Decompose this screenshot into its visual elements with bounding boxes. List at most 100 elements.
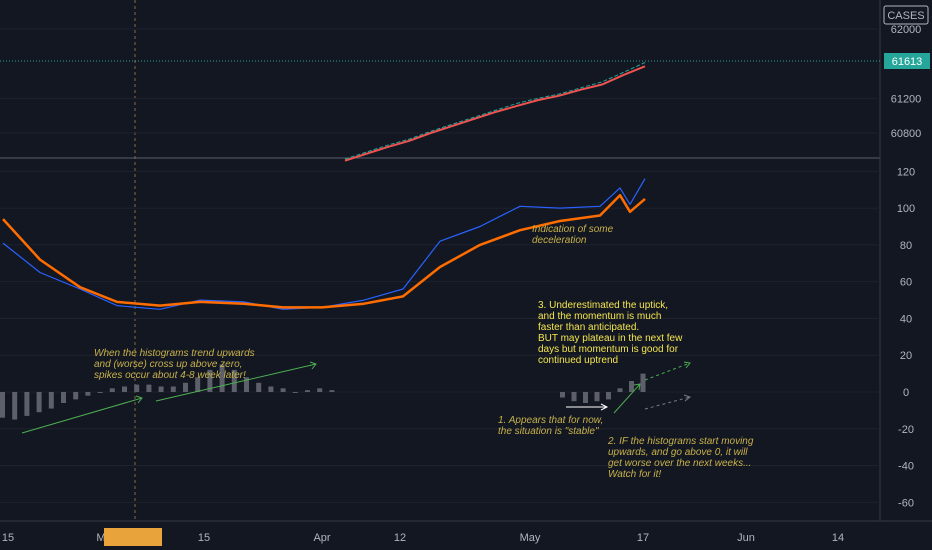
series-line-upper	[344, 62, 646, 160]
symbol-label[interactable]: CASES	[887, 10, 924, 22]
y-tick-label: 62000	[891, 24, 922, 36]
arrow-head	[135, 395, 143, 404]
annotation-uptick: BUT may plateau in the next few	[538, 333, 683, 344]
bottom-price-axis[interactable]: 120 100 80 60 40 20 0 -20 -40 -60	[897, 166, 915, 509]
y-tick-label: 60	[900, 277, 912, 289]
x-tick-label: May	[520, 532, 541, 544]
y-tick-label: 61200	[891, 93, 922, 105]
y-tick-label: -20	[898, 424, 914, 436]
arrow-head	[633, 383, 641, 391]
x-tick-label: 14	[832, 532, 844, 544]
projection-arrow-up	[644, 362, 691, 381]
histogram-bar	[183, 382, 188, 392]
histogram-bar	[256, 382, 262, 392]
histogram-bar	[583, 392, 588, 403]
histogram-bar	[48, 392, 54, 409]
last-value-text: 61613	[892, 56, 923, 68]
x-tick-label: Apr	[313, 532, 330, 544]
arrow-head	[683, 361, 691, 369]
histogram-bar	[317, 388, 323, 392]
y-tick-label: 0	[903, 387, 909, 399]
series-line-main	[344, 65, 646, 162]
annotation-stable: the situation is "stable"	[498, 426, 599, 437]
y-tick-label: 60800	[891, 128, 922, 140]
top-pane-series	[344, 62, 646, 162]
symbol-label-box[interactable]	[883, 5, 929, 25]
x-tick-label: Jun	[737, 532, 755, 544]
annotation-histogram: spikes occur about 4-8 week later!	[94, 370, 246, 381]
bottom-pane-series	[2, 178, 646, 310]
x-tick-label: 15	[2, 532, 14, 544]
arrow-line	[613, 383, 641, 414]
histogram-bar	[329, 390, 335, 392]
arrow-line	[21, 397, 143, 434]
arrow-head	[309, 361, 317, 370]
histogram-bar	[170, 386, 176, 392]
histogram-bar	[231, 369, 237, 392]
histogram-bar	[606, 392, 611, 400]
histogram-bar	[0, 392, 5, 418]
y-tick-label: 20	[900, 350, 912, 362]
histogram-bar	[292, 392, 298, 393]
histogram-bar	[146, 384, 152, 392]
histogram-bar	[594, 392, 600, 402]
last-value-badge	[884, 53, 930, 69]
annotation-watch: upwards, and go above 0, it will	[608, 447, 748, 458]
x-tick-label: 17	[637, 532, 649, 544]
arrow-head	[683, 394, 692, 402]
histogram-bar	[560, 392, 565, 398]
annotation-histogram: and (worse) cross up above zero,	[94, 359, 242, 370]
histogram-bar	[268, 386, 274, 392]
histogram-bar	[109, 388, 115, 392]
histogram-bar	[244, 377, 249, 392]
histogram-bar	[24, 392, 30, 416]
histogram-bar	[629, 381, 634, 392]
annotation-watch: Watch for it!	[608, 469, 661, 480]
annotation-uptick: faster than anticipated.	[538, 322, 639, 333]
annotation-uptick: and the momentum is much	[538, 311, 661, 322]
y-tick-label: 100	[897, 203, 915, 215]
histogram-bar	[195, 377, 201, 392]
histogram-bar	[158, 386, 164, 392]
y-tick-label: 120	[897, 166, 915, 178]
histogram-bar	[280, 388, 286, 392]
annotation-stable: 1. Appears that for now,	[498, 415, 603, 426]
top-price-axis[interactable]: 62000 61200 60800	[891, 24, 922, 140]
histogram-bar	[617, 388, 623, 392]
slow-line	[2, 193, 646, 309]
annotation-watch: 2. IF the histograms start moving	[607, 436, 754, 447]
histogram-bar	[305, 390, 310, 392]
arrow-head	[600, 403, 609, 411]
annotation-deceleration: deceleration	[532, 235, 587, 246]
fast-line	[2, 178, 646, 310]
histogram-bar	[61, 392, 66, 403]
projection-arrow-flat	[644, 396, 691, 410]
annotation-deceleration: Indication of some	[532, 224, 614, 235]
histogram-bar	[97, 392, 103, 393]
histogram-bar	[207, 369, 213, 392]
annotation-histogram: When the histograms trend upwards	[94, 348, 255, 359]
annotation-arrows	[21, 361, 692, 434]
arrow-line	[155, 363, 317, 402]
annotation-uptick: continued uptrend	[538, 355, 618, 366]
top-pane-grid	[0, 28, 880, 134]
histogram-bar	[73, 392, 79, 400]
x-tick-label: 15	[198, 532, 210, 544]
crosshair-date-badge	[104, 528, 162, 546]
y-tick-label: 40	[900, 313, 912, 325]
annotation-watch: get worse over the next weeks...	[608, 458, 751, 469]
histogram-bar	[36, 392, 42, 413]
histogram	[0, 364, 646, 420]
annotation-uptick: 3. Underestimated the uptick,	[538, 300, 668, 311]
y-tick-label: 80	[900, 240, 912, 252]
y-tick-label: -60	[898, 497, 914, 509]
histogram-bar	[640, 373, 646, 392]
annotation-uptick: days but momentum is good for	[538, 344, 679, 355]
histogram-bar	[571, 392, 577, 402]
x-tick-label: 12	[394, 532, 406, 544]
histogram-bar	[134, 384, 140, 392]
y-tick-label: -40	[898, 461, 914, 473]
